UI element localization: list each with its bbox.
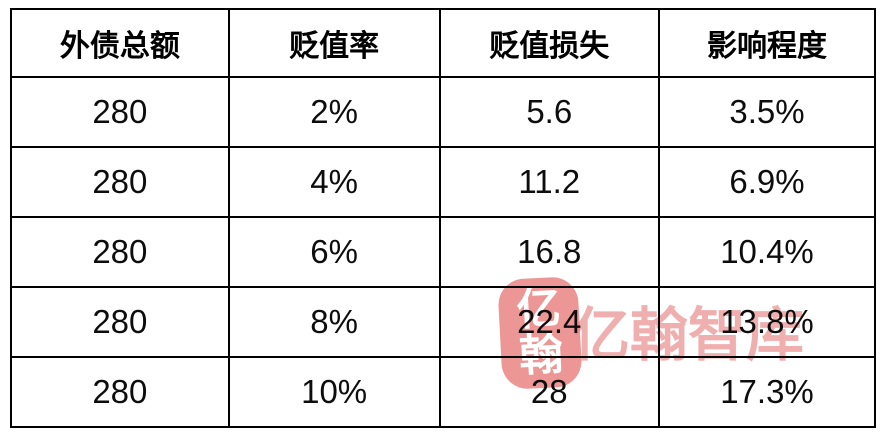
cell-depreciation-loss: 28 bbox=[438, 356, 660, 428]
header-total-foreign-debt: 外债总额 bbox=[10, 8, 230, 78]
header-depreciation-loss: 贬值损失 bbox=[438, 8, 660, 78]
header-impact-degree: 影响程度 bbox=[657, 8, 877, 78]
cell-impact-degree: 17.3% bbox=[657, 356, 877, 428]
cell-depreciation-rate: 4% bbox=[227, 146, 441, 218]
cell-depreciation-loss: 22.4 bbox=[438, 286, 660, 358]
table-row: 280 6% 16.8 10.4% bbox=[10, 216, 877, 288]
table-row: 280 8% 22.4 13.8% bbox=[10, 286, 877, 358]
cell-total-debt: 280 bbox=[10, 76, 230, 148]
cell-impact-degree: 10.4% bbox=[657, 216, 877, 288]
cell-total-debt: 280 bbox=[10, 356, 230, 428]
cell-impact-degree: 13.8% bbox=[657, 286, 877, 358]
cell-depreciation-rate: 6% bbox=[227, 216, 441, 288]
cell-total-debt: 280 bbox=[10, 146, 230, 218]
table-row: 280 10% 28 17.3% bbox=[10, 356, 877, 428]
cell-total-debt: 280 bbox=[10, 286, 230, 358]
cell-depreciation-loss: 5.6 bbox=[438, 76, 660, 148]
cell-depreciation-loss: 11.2 bbox=[438, 146, 660, 218]
cell-impact-degree: 6.9% bbox=[657, 146, 877, 218]
cell-depreciation-rate: 10% bbox=[227, 356, 441, 428]
table-row: 280 2% 5.6 3.5% bbox=[10, 76, 877, 148]
header-depreciation-rate: 贬值率 bbox=[227, 8, 441, 78]
cell-depreciation-rate: 2% bbox=[227, 76, 441, 148]
debt-depreciation-table: 外债总额 贬值率 贬值损失 影响程度 280 2% 5.6 3.5% 280 4… bbox=[10, 8, 877, 428]
cell-total-debt: 280 bbox=[10, 216, 230, 288]
cell-depreciation-loss: 16.8 bbox=[438, 216, 660, 288]
table-header-row: 外债总额 贬值率 贬值损失 影响程度 bbox=[10, 8, 877, 78]
cell-depreciation-rate: 8% bbox=[227, 286, 441, 358]
table-row: 280 4% 11.2 6.9% bbox=[10, 146, 877, 218]
cell-impact-degree: 3.5% bbox=[657, 76, 877, 148]
